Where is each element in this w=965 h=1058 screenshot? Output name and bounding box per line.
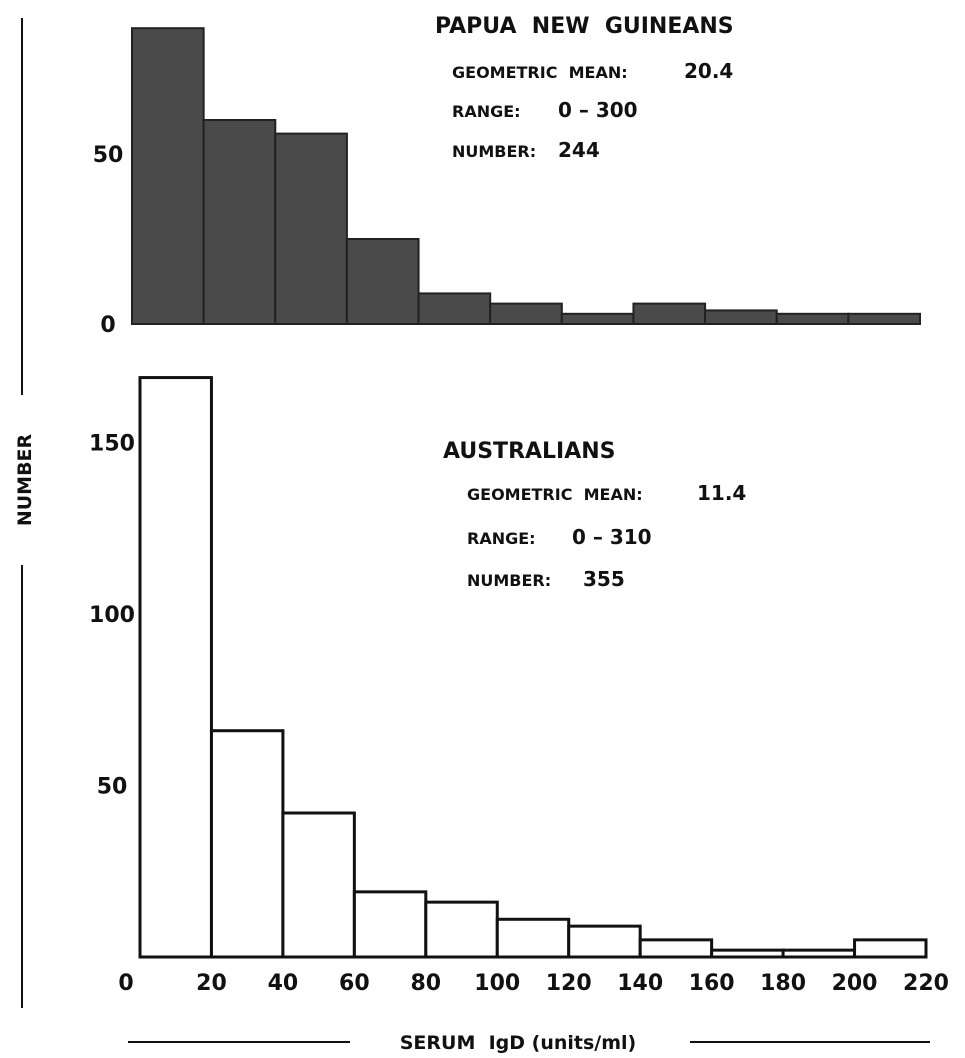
bar-40-60 [281,811,356,959]
bar-200-220 [853,938,928,959]
x-tick-label: 120 [546,971,592,996]
y-tick-label: 150 [89,432,135,457]
x-axis-ticks: 0 20 40 60 80 100 120 140 160 180 200 220 [118,971,949,996]
png-number-value: 244 [558,138,600,162]
bar-140-160 [638,938,714,959]
bar-20-40 [209,729,285,959]
bar-100-120 [495,917,571,959]
bar-60-80 [352,890,428,959]
australian-number-label: NUMBER: [467,571,551,590]
australian-y-ticks: 50 100 150 [89,432,135,800]
x-tick-label: 0 [118,971,133,996]
bar-180-200 [775,312,850,325]
y-axis-title: NUMBER [14,433,36,526]
bar-60-80 [345,238,420,325]
png-range-label: RANGE: [452,102,521,121]
bar-80-100 [417,292,492,325]
australian-bars [138,376,928,959]
y-tick-label: 50 [93,143,124,168]
australian-number-value: 355 [583,567,625,591]
australian-title: AUSTRALIANS [443,439,616,464]
x-tick-label: 40 [268,971,299,996]
bar-20-40 [202,119,277,325]
x-tick-label: 80 [411,971,442,996]
bar-200-220 [847,312,922,325]
x-tick-label: 60 [339,971,370,996]
x-tick-label: 160 [689,971,735,996]
y-tick-label: 0 [100,313,115,338]
png-range-value: 0 – 300 [558,98,638,122]
x-tick-label: 20 [196,971,227,996]
x-tick-label: 100 [474,971,520,996]
bar-120-140 [560,312,635,325]
australian-geomean-label: GEOMETRIC MEAN: [467,485,643,504]
png-number-label: NUMBER: [452,142,536,161]
bar-180-200 [781,948,857,959]
bar-140-160 [632,302,707,326]
y-tick-label: 50 [97,775,128,800]
png-geomean-label: GEOMETRIC MEAN: [452,63,628,82]
x-tick-label: 180 [760,971,806,996]
australian-range-value: 0 – 310 [572,525,652,549]
bar-120-140 [567,924,642,959]
australian-geomean-value: 11.4 [697,481,746,505]
png-geomean-value: 20.4 [684,59,733,83]
bar-160-180 [704,309,778,325]
bar-0-20 [131,27,205,325]
png-y-ticks: 0 50 [93,143,124,338]
bar-40-60 [274,132,348,325]
bar-0-20 [138,376,213,959]
x-tick-label: 140 [617,971,663,996]
y-tick-label: 100 [89,603,135,628]
x-tick-label: 200 [832,971,878,996]
bar-160-180 [710,948,785,959]
png-histogram-panel: 0 50 PAPUA NEW GUINEANS GEOMETRIC MEAN: 2… [93,14,922,338]
x-axis-title: SERUM IgD (units/ml) [400,1032,637,1054]
png-bars [131,27,922,326]
bar-80-100 [424,900,499,959]
australian-range-label: RANGE: [467,529,536,548]
x-tick-label: 220 [903,971,949,996]
bar-100-120 [489,302,563,326]
png-title: PAPUA NEW GUINEANS [435,14,734,39]
